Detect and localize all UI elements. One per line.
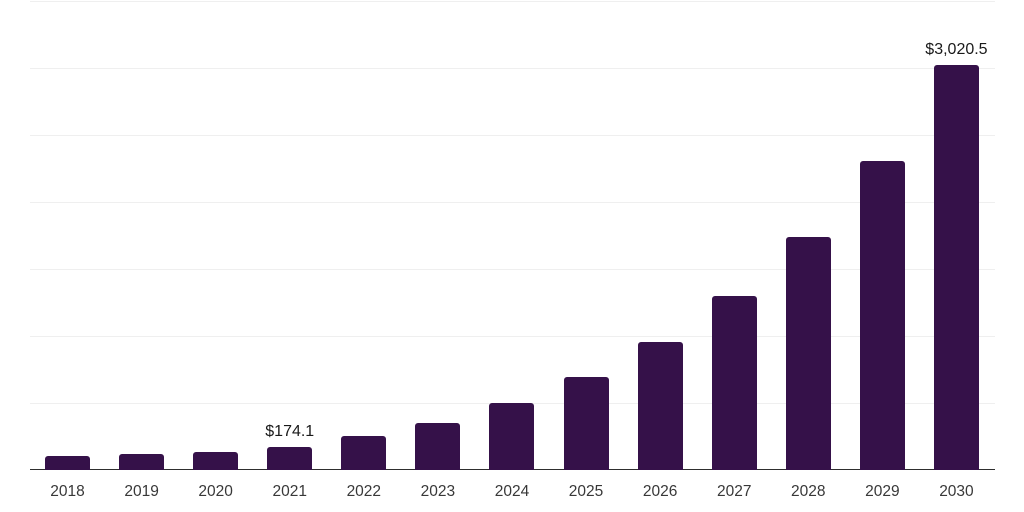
bar-stack bbox=[563, 0, 609, 470]
bar-2022 bbox=[341, 436, 387, 470]
bar-column-2024: 2024 bbox=[489, 0, 535, 501]
bar-2023 bbox=[415, 423, 461, 470]
x-tick-label-2024: 2024 bbox=[494, 483, 530, 500]
data-label-2030: $3,020.5 bbox=[925, 41, 988, 59]
bar-stack bbox=[193, 0, 239, 470]
bar-2025 bbox=[563, 377, 609, 470]
x-tick-label-2025: 2025 bbox=[568, 483, 604, 500]
bars-row: 2018 2019 2020 $174.1 2021 2022 2023 2024 2025 20… bbox=[45, 0, 988, 512]
bar-column-2019: 2019 bbox=[119, 0, 165, 501]
bar-2026 bbox=[637, 342, 683, 470]
x-tick-label-2030: 2030 bbox=[939, 483, 974, 500]
bar-stack: $174.1 bbox=[265, 0, 315, 470]
gridline-1500 bbox=[30, 269, 995, 270]
bar-stack bbox=[341, 0, 387, 470]
bar-2027 bbox=[711, 295, 757, 470]
plot-area: 2018 2019 2020 $174.1 2021 2022 2023 2024 2025 20… bbox=[30, 0, 995, 512]
x-tick-label-2028: 2028 bbox=[791, 483, 826, 500]
x-tick-label-2023: 2023 bbox=[420, 483, 456, 500]
gridline-2000 bbox=[30, 202, 995, 203]
x-tick-label-2020: 2020 bbox=[198, 483, 233, 500]
bar-column-2029: 2029 bbox=[859, 0, 905, 501]
gridline-1000 bbox=[30, 336, 995, 337]
x-tick-label-2027: 2027 bbox=[716, 483, 752, 500]
gridline-3000 bbox=[30, 68, 995, 69]
bar-stack bbox=[415, 0, 461, 470]
bar-column-2025: 2025 bbox=[563, 0, 609, 501]
bar-column-2020: 2020 bbox=[193, 0, 239, 501]
x-tick-label-2018: 2018 bbox=[50, 483, 85, 500]
bar-stack bbox=[785, 0, 831, 470]
bar-column-2021: $174.1 2021 bbox=[265, 0, 315, 501]
bar-column-2023: 2023 bbox=[415, 0, 461, 501]
x-tick-label-2019: 2019 bbox=[124, 483, 159, 500]
bar-2030 bbox=[933, 65, 979, 470]
bar-column-2022: 2022 bbox=[341, 0, 387, 501]
bar-stack bbox=[489, 0, 535, 470]
bar-2020 bbox=[193, 452, 239, 470]
x-tick-label-2022: 2022 bbox=[346, 483, 382, 500]
bar-2021 bbox=[267, 446, 313, 470]
bar-2018 bbox=[45, 456, 90, 470]
gridline-3500 bbox=[30, 1, 995, 2]
x-tick-label-2029: 2029 bbox=[865, 483, 900, 500]
x-tick-label-2026: 2026 bbox=[642, 483, 678, 500]
bar-column-2027: 2027 bbox=[711, 0, 757, 501]
bar-stack: $3,020.5 bbox=[925, 0, 988, 470]
bar-2024 bbox=[489, 403, 535, 470]
bar-stack bbox=[711, 0, 757, 470]
bar-column-2030: $3,020.5 2030 bbox=[925, 0, 988, 501]
bar-stack bbox=[859, 0, 905, 470]
bar-stack bbox=[119, 0, 165, 470]
bar-stack bbox=[637, 0, 683, 470]
bar-column-2026: 2026 bbox=[637, 0, 683, 501]
bar-2028 bbox=[785, 237, 831, 470]
bar-2019 bbox=[119, 454, 165, 470]
bar-2029 bbox=[859, 161, 905, 470]
x-tick-label-2021: 2021 bbox=[272, 483, 307, 500]
bar-column-2028: 2028 bbox=[785, 0, 831, 501]
bar-stack bbox=[45, 0, 90, 470]
data-label-2021: $174.1 bbox=[265, 422, 315, 440]
gridline-2500 bbox=[30, 135, 995, 136]
bar-column-2018: 2018 bbox=[45, 0, 90, 501]
